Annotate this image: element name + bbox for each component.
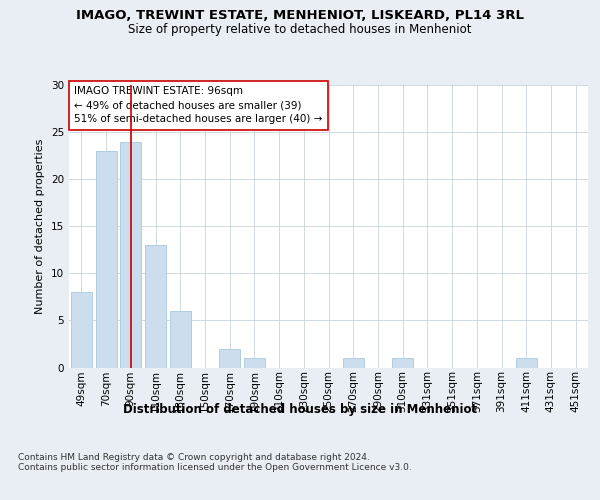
- Bar: [170, 311, 191, 368]
- Bar: [95, 151, 116, 368]
- Bar: [392, 358, 413, 368]
- Bar: [244, 358, 265, 368]
- Text: Contains HM Land Registry data © Crown copyright and database right 2024.
Contai: Contains HM Land Registry data © Crown c…: [18, 452, 412, 472]
- Bar: [145, 245, 166, 368]
- Bar: [71, 292, 92, 368]
- Text: Size of property relative to detached houses in Menheniot: Size of property relative to detached ho…: [128, 22, 472, 36]
- Bar: [516, 358, 537, 368]
- Text: IMAGO TREWINT ESTATE: 96sqm
← 49% of detached houses are smaller (39)
51% of sem: IMAGO TREWINT ESTATE: 96sqm ← 49% of det…: [74, 86, 323, 124]
- Bar: [120, 142, 141, 368]
- Y-axis label: Number of detached properties: Number of detached properties: [35, 138, 46, 314]
- Bar: [343, 358, 364, 368]
- Bar: [219, 348, 240, 368]
- Text: Distribution of detached houses by size in Menheniot: Distribution of detached houses by size …: [123, 402, 477, 415]
- Text: IMAGO, TREWINT ESTATE, MENHENIOT, LISKEARD, PL14 3RL: IMAGO, TREWINT ESTATE, MENHENIOT, LISKEA…: [76, 9, 524, 22]
